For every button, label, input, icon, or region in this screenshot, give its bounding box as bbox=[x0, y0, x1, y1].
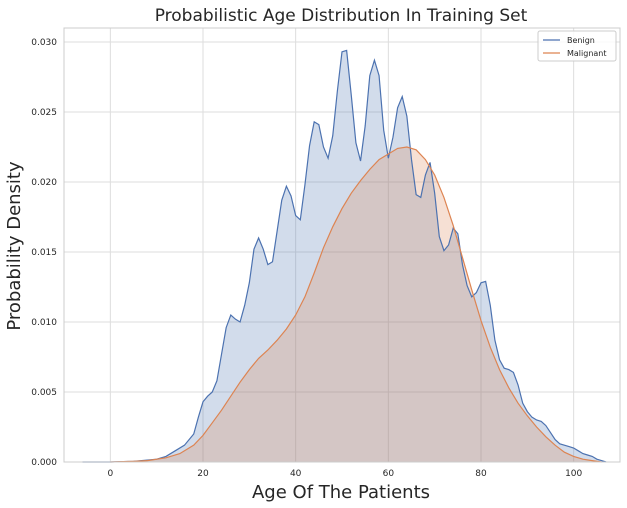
x-tick-label: 40 bbox=[290, 469, 302, 479]
y-tick-label: 0.020 bbox=[31, 178, 57, 188]
legend-label: Malignant bbox=[567, 49, 607, 58]
y-tick-label: 0.000 bbox=[31, 458, 57, 468]
x-axis-label: Age Of The Patients bbox=[252, 482, 430, 503]
x-tick-label: 60 bbox=[383, 469, 395, 479]
legend: Benign Malignant bbox=[537, 30, 617, 62]
y-tick-label: 0.030 bbox=[31, 38, 57, 48]
x-tick-label: 20 bbox=[197, 469, 209, 479]
area-benign bbox=[82, 50, 607, 463]
x-tick-label: 80 bbox=[475, 469, 487, 479]
line-malignant bbox=[110, 146, 602, 463]
x-tick-label: 0 bbox=[107, 469, 113, 479]
density-lines bbox=[82, 49, 607, 463]
x-axis-ticks: 0 20 40 60 80 100 bbox=[107, 469, 582, 479]
y-axis-ticks: 0.000 0.005 0.010 0.015 0.020 0.025 0.030 bbox=[31, 38, 57, 468]
chart-title: Probabilistic Age Distribution In Traini… bbox=[155, 6, 528, 26]
y-tick-label: 0.015 bbox=[31, 248, 57, 258]
plot-frame bbox=[63, 27, 621, 463]
density-areas bbox=[82, 50, 607, 463]
legend-label: Benign bbox=[567, 36, 595, 45]
grid bbox=[64, 28, 620, 463]
y-tick-label: 0.025 bbox=[31, 108, 57, 118]
y-tick-label: 0.010 bbox=[31, 318, 57, 328]
area-malignant bbox=[110, 147, 602, 462]
x-tick-label: 100 bbox=[565, 469, 582, 479]
y-axis-label: Probability Density bbox=[4, 161, 25, 331]
y-tick-label: 0.005 bbox=[31, 388, 57, 398]
line-benign bbox=[82, 49, 607, 463]
